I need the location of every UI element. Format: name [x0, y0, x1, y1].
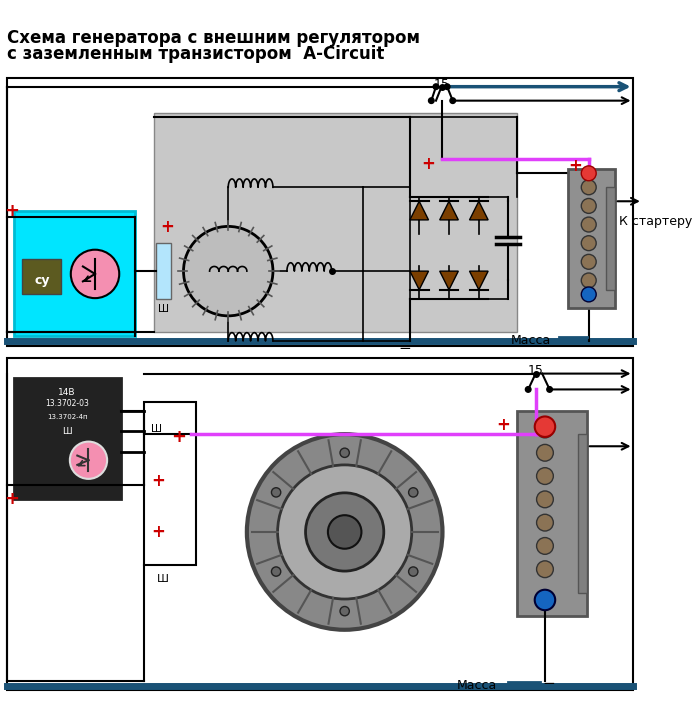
Polygon shape [440, 271, 459, 290]
Bar [144, 401, 196, 564]
Text: Ш: Ш [151, 424, 162, 434]
Text: Масса: Масса [457, 679, 497, 692]
Bar [568, 169, 615, 308]
Text: −: − [398, 341, 411, 356]
Text: +: + [422, 155, 436, 173]
Text: с заземленным транзистором  A-Circuit: с заземленным транзистором A-Circuit [8, 45, 385, 63]
Text: +: + [3, 201, 19, 219]
Circle shape [340, 448, 349, 457]
Polygon shape [410, 271, 429, 290]
Text: +: + [171, 428, 187, 446]
Circle shape [581, 255, 596, 269]
Bar [8, 78, 633, 346]
Bar [578, 434, 587, 592]
Circle shape [535, 590, 555, 610]
Circle shape [537, 421, 553, 438]
Circle shape [537, 538, 553, 554]
Bar [156, 243, 171, 299]
Circle shape [581, 217, 596, 232]
Circle shape [581, 180, 596, 195]
Text: Масса: Масса [510, 334, 551, 347]
Text: Схема генератора с внешним регулятором: Схема генератора с внешним регулятором [8, 29, 420, 47]
Circle shape [450, 98, 455, 104]
Circle shape [444, 84, 450, 89]
Bar [154, 113, 517, 331]
Bar [14, 378, 121, 500]
Circle shape [525, 387, 531, 393]
Text: Ш: Ш [157, 303, 168, 313]
Polygon shape [470, 201, 488, 220]
Text: +: + [568, 157, 582, 175]
Circle shape [306, 493, 383, 571]
Circle shape [537, 514, 553, 531]
Circle shape [409, 567, 418, 576]
Polygon shape [470, 271, 488, 290]
Bar [606, 187, 615, 290]
Circle shape [71, 249, 119, 298]
Circle shape [537, 561, 553, 577]
Circle shape [433, 84, 438, 89]
Circle shape [581, 198, 596, 214]
Polygon shape [410, 201, 429, 220]
Text: Ш: Ш [62, 426, 72, 436]
Text: Ш: Ш [157, 574, 169, 584]
Circle shape [271, 567, 280, 576]
Text: −: − [542, 677, 555, 692]
Circle shape [409, 487, 418, 497]
Circle shape [547, 387, 553, 393]
Text: 15: 15 [528, 365, 544, 377]
Circle shape [340, 607, 349, 615]
Circle shape [328, 516, 361, 549]
Bar [8, 358, 633, 690]
Bar [517, 411, 587, 615]
Text: 15: 15 [434, 78, 450, 91]
Text: +: + [496, 416, 510, 434]
Circle shape [537, 467, 553, 485]
Circle shape [70, 441, 107, 479]
Text: +: + [151, 523, 165, 541]
Circle shape [184, 226, 273, 316]
Circle shape [535, 416, 555, 437]
Circle shape [537, 444, 553, 461]
Text: +: + [151, 472, 165, 490]
Polygon shape [440, 201, 459, 220]
Circle shape [581, 236, 596, 251]
Text: К стартеру: К стартеру [619, 215, 693, 228]
Circle shape [581, 287, 596, 302]
Circle shape [429, 98, 434, 104]
Bar [22, 259, 61, 294]
Text: +: + [3, 490, 19, 508]
Circle shape [581, 166, 596, 180]
Bar [14, 211, 135, 336]
Circle shape [537, 491, 553, 508]
Circle shape [278, 465, 412, 599]
Circle shape [271, 487, 280, 497]
Text: 14B: 14B [58, 388, 76, 397]
Text: су: су [34, 274, 49, 287]
Circle shape [247, 434, 443, 630]
Circle shape [581, 273, 596, 288]
Text: +: + [160, 219, 174, 237]
Text: 13.3702-4п: 13.3702-4п [47, 413, 87, 420]
Text: 13.3702-03: 13.3702-03 [45, 399, 89, 408]
